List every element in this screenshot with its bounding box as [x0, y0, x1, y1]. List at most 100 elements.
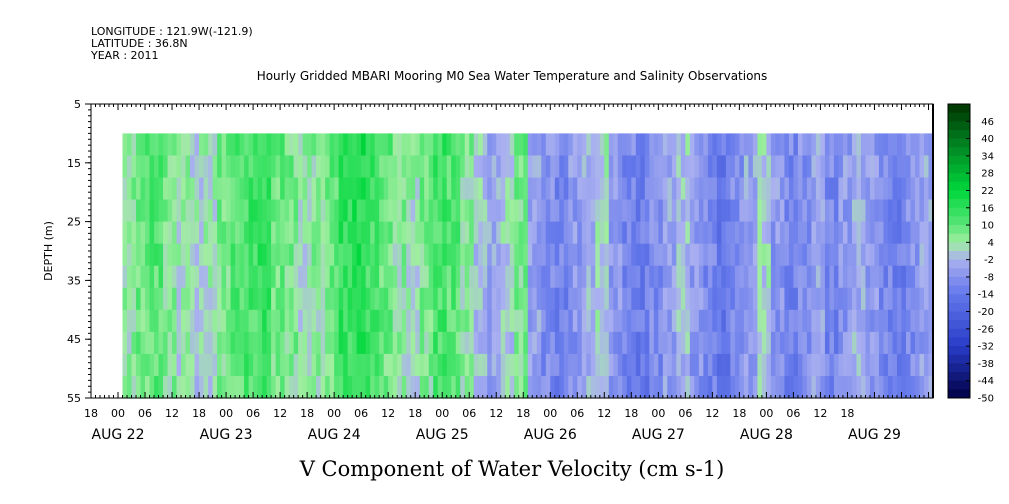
heatmap-cell — [235, 353, 241, 377]
heatmap-cell — [532, 243, 538, 267]
heatmap-cell — [640, 221, 646, 245]
heatmap-cell — [518, 221, 524, 245]
heatmap-cell — [527, 265, 533, 289]
heatmap-cell — [383, 243, 389, 267]
heatmap-cell — [451, 199, 457, 223]
heatmap-cell — [536, 155, 542, 179]
heatmap-cell — [748, 353, 754, 377]
colorbar-swatch — [948, 199, 970, 209]
heatmap-cell — [221, 155, 227, 179]
x-hour-label: 00 — [759, 407, 773, 420]
heatmap-cell — [842, 199, 849, 223]
heatmap-cell — [302, 155, 308, 179]
heatmap-cell — [433, 199, 439, 223]
heatmap-cell — [388, 375, 394, 399]
heatmap-cell — [325, 155, 331, 179]
heatmap-cell — [883, 199, 889, 223]
heatmap-cell — [442, 309, 448, 333]
heatmap-cell — [199, 309, 205, 333]
heatmap-cell — [181, 287, 187, 311]
heatmap-cell — [361, 133, 367, 157]
heatmap-cell — [460, 133, 466, 157]
heatmap-cell — [149, 199, 155, 223]
heatmap-cell — [230, 221, 236, 245]
heatmap-cell — [370, 331, 376, 355]
heatmap-cell — [284, 353, 290, 377]
heatmap-cell — [365, 309, 371, 333]
heatmap-cell — [320, 287, 326, 311]
heatmap-cell — [491, 331, 497, 355]
heatmap-cell — [149, 331, 155, 355]
heatmap-cell — [631, 287, 637, 311]
heatmap-cell — [640, 287, 646, 311]
heatmap-cell — [595, 331, 601, 355]
heatmap-cell — [190, 243, 196, 267]
heatmap-cell — [343, 243, 349, 267]
heatmap-cell — [811, 265, 817, 289]
heatmap-cell — [554, 221, 560, 245]
heatmap-cell — [352, 375, 358, 399]
heatmap-cell — [487, 221, 493, 245]
heatmap-cell — [271, 331, 277, 355]
heatmap-cell — [658, 243, 664, 267]
heatmap-cell — [599, 287, 605, 311]
heatmap-cell — [383, 353, 389, 377]
heatmap-cell — [658, 353, 664, 377]
x-hour-label: 12 — [489, 407, 503, 420]
heatmap-cell — [140, 353, 146, 377]
heatmap-cell — [487, 177, 493, 201]
heatmap-cell — [554, 177, 560, 201]
heatmap-cell — [320, 309, 326, 333]
heatmap-cell — [770, 309, 776, 333]
heatmap-cell — [383, 177, 389, 201]
y-axis-label: DEPTH (m) — [42, 221, 55, 281]
heatmap-cell — [869, 243, 876, 267]
heatmap-cell — [703, 177, 709, 201]
heatmap-cell — [905, 221, 912, 245]
heatmap-cell — [280, 199, 286, 223]
heatmap-cell — [464, 199, 470, 223]
heatmap-cell — [734, 331, 740, 355]
heatmap-cell — [415, 353, 421, 377]
heatmap-cell — [617, 177, 623, 201]
heatmap-cell — [338, 177, 344, 201]
heatmap-cell — [626, 309, 632, 333]
heatmap-cell — [545, 155, 551, 179]
heatmap-cell — [554, 287, 560, 311]
heatmap-cell — [644, 287, 650, 311]
heatmap-cell — [613, 155, 619, 179]
heatmap-cell — [820, 265, 826, 289]
heatmap-cell — [469, 265, 475, 289]
heatmap-cell — [329, 221, 335, 245]
heatmap-cell — [203, 353, 209, 377]
heatmap-cell — [653, 309, 659, 333]
heatmap-cell — [262, 199, 268, 223]
heatmap-cell — [185, 243, 191, 267]
heatmap-cell — [604, 287, 610, 311]
heatmap-cell — [154, 243, 160, 267]
heatmap-cell — [613, 199, 619, 223]
heatmap-cell — [577, 155, 583, 179]
heatmap-cell — [460, 265, 466, 289]
heatmap-cell — [743, 375, 749, 399]
x-axis-label: V Component of Water Velocity (cm s-1) — [299, 457, 725, 481]
heatmap-cell — [604, 155, 610, 179]
heatmap-cell — [230, 199, 236, 223]
heatmap-cell — [874, 133, 880, 157]
heatmap-cell — [298, 287, 304, 311]
heatmap-cell — [892, 155, 898, 179]
heatmap-cell — [428, 177, 434, 201]
x-hour-label: 06 — [246, 407, 260, 420]
heatmap-cell — [455, 243, 461, 267]
heatmap-cell — [203, 309, 209, 333]
heatmap-cell — [239, 375, 245, 399]
heatmap-cell — [500, 199, 506, 223]
heatmap-cell — [545, 133, 551, 157]
heatmap-cell — [838, 353, 844, 377]
heatmap-cell — [640, 265, 646, 289]
heatmap-cell — [397, 243, 403, 267]
heatmap-cell — [275, 155, 281, 179]
heatmap-cell — [820, 331, 826, 355]
heatmap-cell — [374, 353, 380, 377]
heatmap-cell — [428, 265, 434, 289]
